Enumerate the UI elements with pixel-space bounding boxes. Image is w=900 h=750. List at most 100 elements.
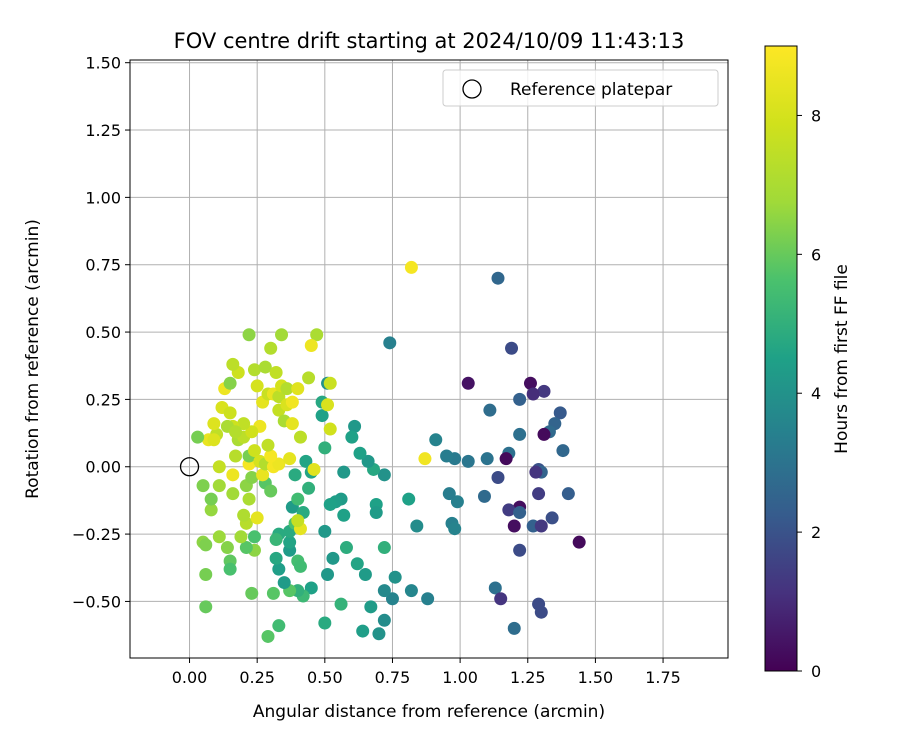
scatter-point	[345, 430, 359, 444]
scatter-point	[488, 581, 502, 595]
legend: Reference platepar	[442, 69, 719, 107]
scatter-point	[212, 530, 226, 544]
scatter-point	[302, 371, 316, 385]
scatter-point	[191, 430, 205, 444]
colorbar-gradient	[764, 45, 798, 672]
scatter-point	[264, 449, 278, 463]
scatter-point	[247, 363, 261, 377]
scatter-points	[191, 260, 586, 643]
scatter-point	[315, 409, 329, 423]
scatter-point	[293, 430, 307, 444]
scatter-point	[461, 376, 475, 390]
scatter-point	[310, 328, 324, 342]
scatter-point	[234, 530, 248, 544]
scatter-point	[245, 425, 259, 439]
y-tick-label: 1.00	[85, 188, 121, 207]
scatter-point	[223, 562, 237, 576]
scatter-point	[526, 387, 540, 401]
scatter-point	[507, 519, 521, 533]
scatter-point	[245, 471, 259, 485]
scatter-point	[383, 336, 397, 350]
scatter-point	[223, 406, 237, 420]
scatter-point	[285, 395, 299, 409]
scatter-point	[402, 492, 416, 506]
scatter-point	[418, 452, 432, 466]
scatter-point	[513, 543, 527, 557]
y-tick-label: −0.50	[72, 592, 121, 611]
scatter-point	[545, 511, 559, 525]
x-tick-label: 1.75	[645, 668, 681, 687]
scatter-point	[442, 487, 456, 501]
legend-frame	[442, 69, 719, 107]
colorbar-tick-label: 8	[811, 106, 821, 125]
x-tick-label: 1.00	[442, 668, 478, 687]
scatter-point	[369, 506, 383, 520]
scatter-point	[377, 468, 391, 482]
scatter-point	[204, 503, 218, 517]
scatter-point	[513, 392, 527, 406]
colorbar-ticks: 0 2 4 6 8	[797, 106, 821, 681]
colorbar-tick-label: 2	[811, 523, 821, 542]
scatter-point	[385, 592, 399, 606]
scatter-point	[537, 384, 551, 398]
reference-platepar-marker	[179, 457, 200, 477]
x-tick-label: 0.00	[172, 668, 208, 687]
scatter-point	[247, 444, 261, 458]
scatter-point	[494, 592, 508, 606]
scatter-point	[223, 376, 237, 390]
scatter-point	[483, 403, 497, 417]
scatter-point	[199, 600, 213, 614]
scatter-point	[199, 567, 213, 581]
scatter-point	[264, 341, 278, 355]
scatter-point	[377, 613, 391, 627]
scatter-point	[323, 376, 337, 390]
scatter-point	[272, 562, 286, 576]
scatter-point	[537, 427, 551, 441]
scatter-point	[283, 452, 297, 466]
scatter-point	[318, 441, 332, 455]
scatter-point	[339, 541, 353, 555]
scatter-point	[404, 584, 418, 598]
scatter-point	[358, 567, 372, 581]
scatter-point	[304, 339, 318, 353]
y-axis-ticks: −0.50 −0.25 0.00 0.25 0.50 0.75 1.00 1.25 1.50	[72, 54, 130, 611]
scatter-point	[220, 541, 234, 555]
scatter-point	[291, 514, 305, 528]
colorbar-tick-label: 4	[811, 384, 821, 403]
scatter-point	[275, 328, 289, 342]
colorbar-tick-label: 0	[811, 662, 821, 681]
scatter-point	[461, 454, 475, 468]
x-tick-label: 1.25	[510, 668, 546, 687]
scatter-point	[237, 508, 251, 522]
scatter-point	[285, 417, 299, 431]
x-tick-label: 0.25	[239, 668, 275, 687]
scatter-point	[242, 492, 256, 506]
x-tick-label: 0.75	[375, 668, 411, 687]
scatter-point	[261, 438, 275, 452]
y-tick-label: 1.50	[85, 54, 121, 73]
x-axis-ticks: 0.00 0.25 0.50 0.75 1.00 1.25 1.50 1.75	[172, 658, 681, 687]
scatter-point	[245, 586, 259, 600]
y-tick-label: 1.25	[85, 121, 121, 140]
scatter-point	[513, 506, 527, 520]
scatter-point	[491, 471, 505, 485]
scatter-point	[323, 497, 337, 511]
scatter-point	[299, 454, 313, 468]
scatter-point	[448, 522, 462, 536]
scatter-point	[226, 468, 240, 482]
scatter-point	[318, 616, 332, 630]
scatter-point	[377, 584, 391, 598]
scatter-point	[477, 489, 491, 503]
y-tick-label: 0.00	[85, 458, 121, 477]
scatter-point	[237, 417, 251, 431]
scatter-point	[532, 487, 546, 501]
scatter-point	[199, 538, 213, 552]
scatter-point	[229, 425, 243, 439]
scatter-point	[291, 382, 305, 396]
scatter-point	[440, 449, 454, 463]
scatter-point	[326, 551, 340, 565]
scatter-point	[280, 382, 294, 396]
scatter-point	[250, 511, 264, 525]
scatter-point	[321, 567, 335, 581]
plot-frame	[129, 59, 729, 659]
